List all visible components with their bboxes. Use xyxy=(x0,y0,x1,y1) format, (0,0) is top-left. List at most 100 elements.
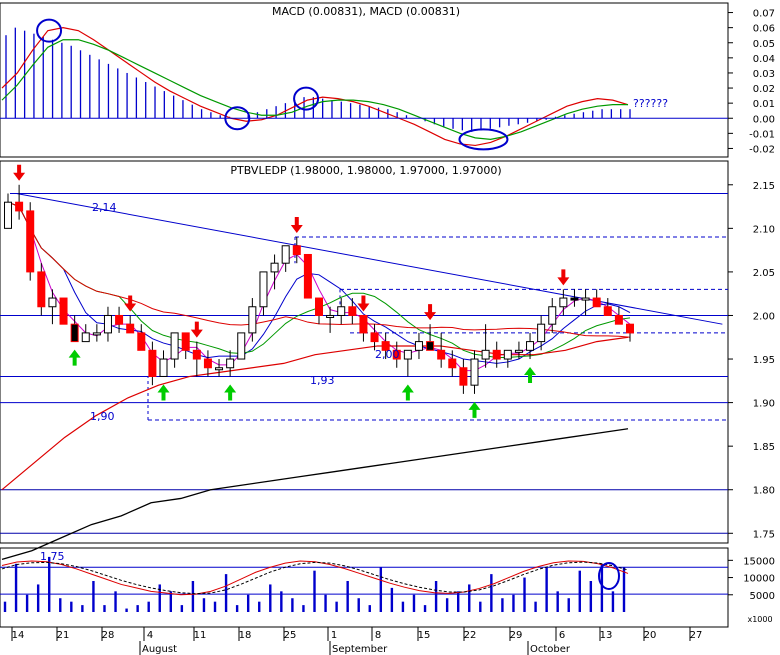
price-y-tick-label: 2.15 xyxy=(753,181,775,192)
volume-bar xyxy=(258,601,261,612)
volume-bar xyxy=(589,581,593,612)
buy-arrow-icon xyxy=(68,349,81,366)
volume-bar xyxy=(335,601,338,612)
volume-bar xyxy=(103,605,106,612)
level-label-193: 1,93 xyxy=(310,374,335,387)
volume-bar xyxy=(81,605,84,612)
candle-body xyxy=(481,349,490,360)
candle-body xyxy=(215,367,224,371)
candle-body xyxy=(514,349,523,353)
volume-bar xyxy=(125,608,128,612)
candle-body xyxy=(337,306,346,316)
candle-body xyxy=(115,314,124,325)
candle-body xyxy=(26,210,35,273)
macd-highlight-marker xyxy=(36,18,63,43)
price-y-tick-label: 1.85 xyxy=(753,442,775,453)
volume-bar xyxy=(70,601,73,612)
sell-arrow-icon xyxy=(424,304,437,321)
volume-bar xyxy=(114,591,117,612)
macd-series-line xyxy=(1,39,628,140)
sell-arrow-icon xyxy=(357,295,370,312)
candle-body xyxy=(170,332,179,360)
candle-body xyxy=(226,358,235,369)
candle-body xyxy=(592,297,601,308)
volume-bar xyxy=(169,591,173,612)
level-label-200: 2,00 xyxy=(375,348,400,361)
x-axis-tick-label: 28 xyxy=(102,630,115,641)
candle-body xyxy=(303,253,312,299)
x-axis-tick-label: 15 xyxy=(418,630,431,641)
candle-body xyxy=(381,341,390,351)
x-axis-tick-label: 13 xyxy=(600,630,613,641)
volume-bar xyxy=(324,594,327,612)
volume-bar xyxy=(578,570,581,612)
x-axis-tick-label: 21 xyxy=(57,630,70,641)
macd-y-tick-label: 0.06 xyxy=(753,24,775,35)
volume-bar xyxy=(313,570,316,612)
volume-bar xyxy=(556,591,559,612)
candle-body xyxy=(426,341,435,351)
volume-bar xyxy=(368,605,371,612)
volume-bar xyxy=(202,598,206,612)
macd-y-tick-label: 0.00 xyxy=(753,114,775,125)
sell-arrow-icon xyxy=(557,269,570,286)
candle-body xyxy=(237,332,246,360)
sell-arrow-icon xyxy=(290,217,303,234)
macd-question-annotation: ?????? xyxy=(633,97,668,110)
candle-body xyxy=(92,332,101,336)
volume-bar xyxy=(14,563,18,612)
volume-bar xyxy=(246,594,250,612)
volume-bar xyxy=(479,601,482,612)
volume-bar xyxy=(523,577,526,612)
volume-bar xyxy=(280,591,283,612)
price-y-tick-label: 1.90 xyxy=(753,399,775,410)
candle-body xyxy=(537,323,546,343)
buy-arrow-icon xyxy=(224,384,237,401)
price-panel-frame xyxy=(0,160,729,544)
candle-body xyxy=(414,341,423,351)
volume-bar xyxy=(235,605,239,612)
volume-oscillator-line xyxy=(1,560,629,596)
buy-arrow-icon xyxy=(401,384,414,401)
x-axis-month-label: September xyxy=(332,644,388,655)
candle-body xyxy=(326,314,335,318)
volume-highlight-marker xyxy=(598,562,620,590)
macd-y-tick-label: 0.03 xyxy=(753,69,775,80)
x-axis-tick-label: 18 xyxy=(239,630,252,641)
volume-level-label: 1,75 xyxy=(40,550,65,563)
candle-body xyxy=(4,201,12,229)
candle-body xyxy=(359,314,368,334)
trend-moving-average-line xyxy=(1,336,629,491)
candle-body xyxy=(315,297,323,316)
volume-panel: 1,75 15000 10000 5000 x1000 xyxy=(0,547,775,628)
x-axis-tick-label: 25 xyxy=(284,630,297,641)
volume-bar xyxy=(412,594,416,612)
x-axis-tick-label: 1 xyxy=(331,630,337,641)
candle-body xyxy=(559,297,568,308)
sell-arrow-icon xyxy=(190,321,203,338)
candle-body xyxy=(203,358,212,369)
price-y-tick-label: 2.10 xyxy=(753,224,775,235)
price-trendline xyxy=(16,193,723,325)
candle-body xyxy=(259,271,268,308)
volume-bar xyxy=(445,598,449,612)
candle-body xyxy=(103,314,112,334)
candle-body xyxy=(15,201,24,212)
candle-body xyxy=(459,367,468,386)
volume-bar xyxy=(611,591,615,612)
candle-body xyxy=(548,306,557,325)
candle-body xyxy=(181,332,190,351)
volume-bar xyxy=(302,605,305,612)
x-axis-tick-label: 8 xyxy=(375,630,381,641)
macd-y-tick-label: 0.05 xyxy=(753,39,775,50)
candle-body xyxy=(570,297,579,301)
volume-y-tick-label: 5000 xyxy=(750,591,775,602)
macd-panel-frame xyxy=(0,2,729,158)
volume-bar xyxy=(191,581,195,612)
candle-body xyxy=(159,358,168,377)
buy-arrow-icon xyxy=(468,401,481,418)
volume-bar xyxy=(346,581,349,612)
candle-body xyxy=(281,245,290,264)
volume-bar xyxy=(25,594,29,612)
